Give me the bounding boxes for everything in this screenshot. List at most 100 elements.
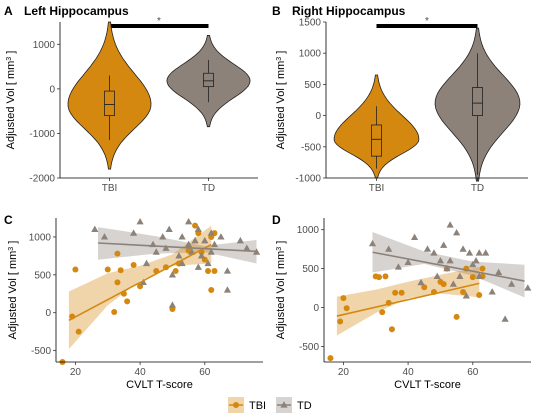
violin-td [434, 27, 521, 182]
panel-title: Right Hippocampus [292, 4, 406, 18]
point-td [197, 252, 206, 259]
fit-line-tbi [68, 243, 212, 322]
point-tbi [114, 250, 121, 257]
point-tbi [208, 287, 215, 293]
point-td [462, 292, 470, 299]
y-tick-label: 1000 [299, 49, 322, 60]
point-td [495, 268, 503, 276]
fit-line-td [98, 242, 257, 253]
point-tbi [172, 268, 179, 275]
confidence-band-td [98, 227, 257, 264]
point-td [524, 284, 532, 291]
box-tbi [371, 124, 382, 157]
x-tick-label: 20 [70, 367, 82, 378]
point-tbi [453, 313, 460, 320]
y-axis-title: Adjusted Vol [ mm3 ] [275, 241, 287, 340]
legend: TBI TD [228, 397, 312, 413]
significance-star: * [425, 16, 429, 27]
panel-d-scatter-right: D -500 0 500 1000 20 40 60 CVLT T-score Adjusted … [272, 213, 532, 391]
y-axis-title: Adjusted Vol [ mm3 ] [275, 51, 287, 150]
legend-marker-circle [233, 402, 239, 408]
y-tick-label: -1000 [295, 174, 321, 185]
point-td [185, 240, 193, 248]
x-tick-label-td: TD [471, 183, 484, 194]
panel-c-scatter-left: C -500 0 500 1000 20 40 60 CVLT T-score Adjusted … [4, 213, 263, 391]
point-td [488, 288, 496, 295]
panel-b-right-hippocampus: B Right Hippocampus * TBI TD -1000 -500 0 500 100… [272, 4, 528, 194]
point-tbi [124, 298, 131, 305]
y-tick-label: 1000 [33, 40, 56, 51]
point-tbi [104, 266, 111, 273]
y-tick-label: 1500 [299, 18, 322, 29]
violin-tbi [333, 74, 420, 179]
point-td [175, 252, 183, 259]
point-td [207, 229, 215, 236]
point-tbi [340, 295, 347, 302]
point-td [223, 286, 232, 293]
point-td [194, 225, 202, 232]
point-td [404, 258, 412, 265]
x-tick-label: 40 [403, 367, 415, 378]
point-td [465, 249, 474, 256]
legend-label-tbi: TBI [249, 400, 266, 412]
panel-letter: C [4, 213, 13, 227]
point-td [436, 257, 445, 264]
point-td [201, 236, 209, 244]
point-td [168, 271, 177, 278]
point-tbi [337, 318, 344, 325]
point-tbi [343, 305, 350, 312]
x-tick-label: 60 [199, 367, 211, 378]
point-td [91, 225, 99, 232]
y-tick-label: 500 [304, 80, 321, 91]
y-tick-label: 0 [45, 308, 51, 319]
point-td [162, 244, 170, 251]
point-td [210, 240, 219, 248]
point-tbi [211, 268, 218, 275]
point-td [449, 280, 457, 287]
point-tbi [192, 222, 199, 229]
panel-letter: A [4, 4, 13, 18]
x-tick-label: 60 [467, 367, 479, 378]
point-tbi [72, 266, 79, 273]
point-tbi [421, 284, 428, 291]
point-td [130, 229, 138, 236]
x-tick-label-tbi: TBI [102, 183, 118, 194]
point-td [207, 248, 215, 255]
point-td [252, 248, 261, 255]
point-td [440, 241, 448, 248]
point-tbi [327, 355, 334, 362]
x-tick-label-tbi: TBI [369, 183, 385, 194]
point-td [469, 260, 477, 268]
y-axis-title: Adjusted Vol [ mm3 ] [7, 241, 19, 340]
point-tbi [205, 268, 212, 275]
violin-tbi [67, 21, 152, 170]
point-td [394, 263, 402, 270]
x-axis-title: CVLT T-score [394, 379, 461, 391]
legend-label-td: TD [297, 400, 312, 412]
point-td [456, 272, 464, 279]
confidence-band-td [372, 232, 525, 298]
point-td [475, 272, 483, 279]
x-tick-label: 40 [135, 367, 147, 378]
point-td [385, 245, 393, 252]
point-tbi [382, 273, 389, 280]
point-td [410, 233, 419, 241]
point-td [475, 249, 483, 256]
point-td [430, 249, 438, 256]
y-tick-label: 0 [49, 84, 55, 95]
point-tbi [460, 288, 467, 295]
point-td [136, 217, 144, 225]
point-tbi [398, 289, 405, 296]
point-td [168, 301, 177, 308]
point-td [217, 233, 225, 240]
y-tick-label: -2000 [29, 174, 55, 185]
point-td [507, 280, 516, 287]
point-td [446, 257, 454, 264]
confidence-band-tbi [68, 225, 212, 350]
point-td [236, 236, 244, 244]
point-td [204, 259, 212, 267]
point-td [165, 225, 173, 232]
point-td [191, 236, 199, 244]
point-td [178, 233, 186, 240]
